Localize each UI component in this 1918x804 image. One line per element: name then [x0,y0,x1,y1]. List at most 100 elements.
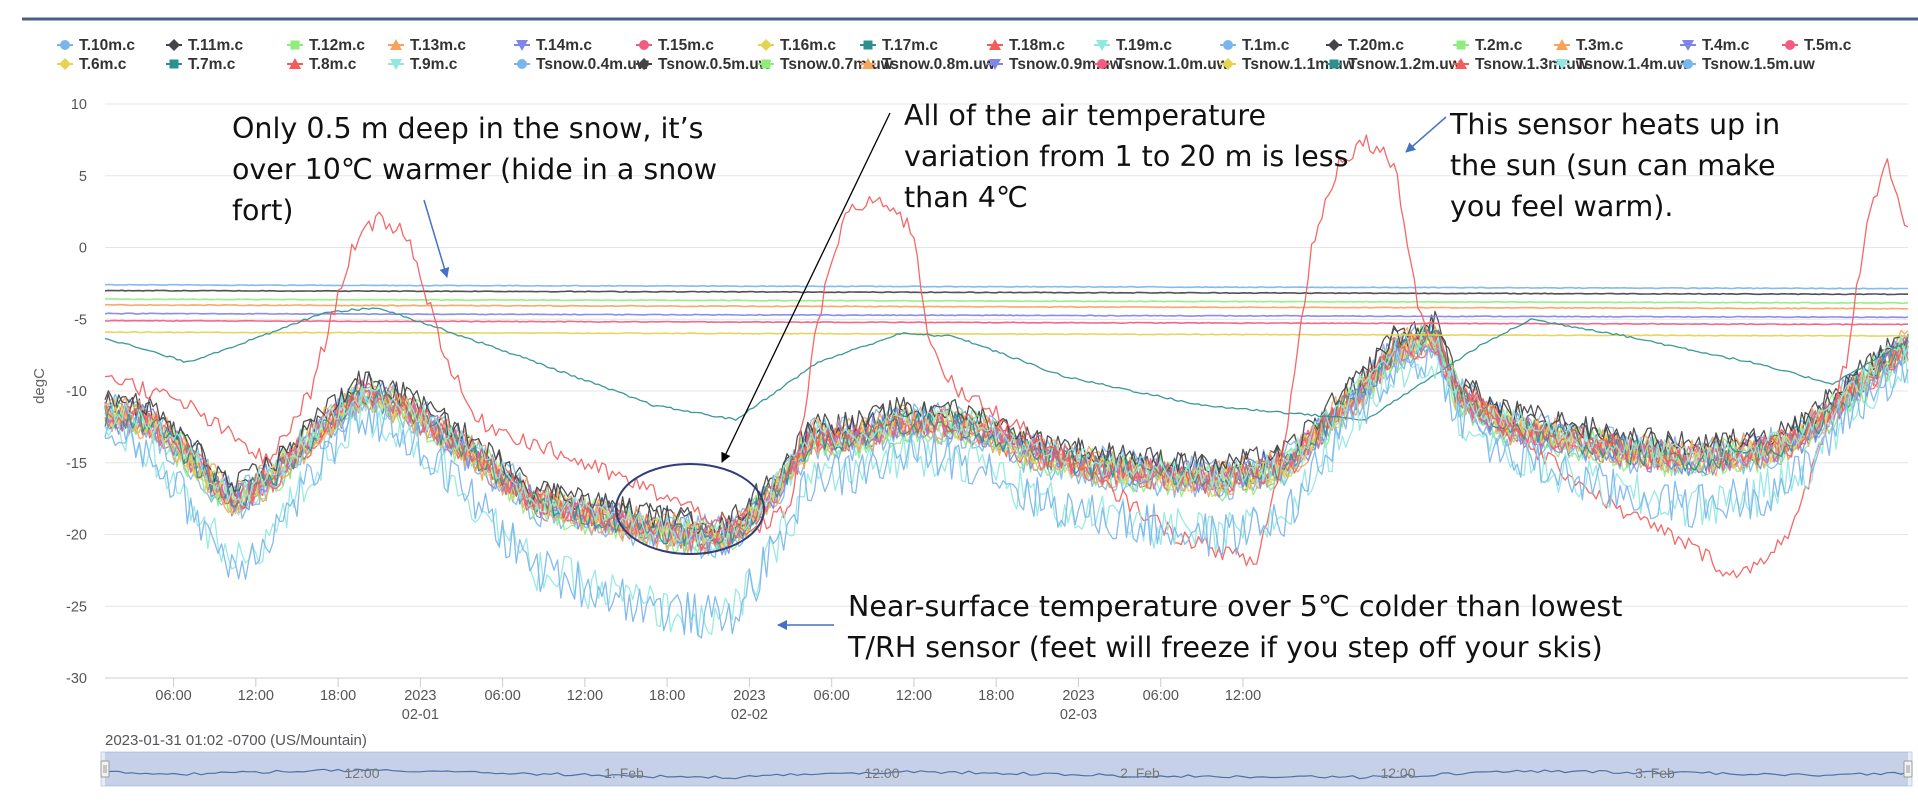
x-tick-label: 06:00 [484,688,520,704]
legend-item[interactable]: Tsnow.0.4m.uw [514,56,650,73]
series-line [104,330,1909,544]
navigator-label: 12:00 [344,765,379,781]
legend-item[interactable]: T.11m.c [166,37,244,54]
annotation-line: Only 0.5 m deep in the snow, it’s [232,112,704,145]
legend-item[interactable]: T.3m.c [1554,37,1624,54]
annotations: Only 0.5 m deep in the snow, it’s over 10… [232,99,1780,664]
navigator-label: 3. Feb [1635,765,1675,781]
legend-marker [863,40,873,50]
arrow-air-variation [721,112,891,463]
legend-item[interactable]: Tsnow.1.1m.uw [1220,56,1356,73]
legend-marker [1455,58,1467,69]
legend-item[interactable]: T.18m.c [987,37,1065,54]
y-tick-label: -5 [74,312,87,328]
legend-item[interactable]: T.14m.c [514,37,592,54]
series-line [104,312,1909,319]
legend-item[interactable]: Tsnow.1.2m.uw [1326,56,1462,73]
series-line [104,331,1909,338]
legend-item[interactable]: T.1m.c [1220,37,1290,54]
legend-item[interactable]: T.12m.c [287,37,365,54]
legend-marker [760,39,772,51]
x-tick-label: 06:00 [814,688,850,704]
x-tick-sublabel: 02-01 [402,707,439,723]
legend-label: T.18m.c [1009,37,1065,54]
legend-marker [390,39,402,50]
series-line [104,289,1908,296]
x-tick-label: 18:00 [320,688,356,704]
legend-item[interactable]: Tsnow.0.9m.uw [987,56,1123,73]
legend-marker [1456,40,1466,50]
legend-item[interactable]: T.17m.c [860,37,938,54]
legend-item[interactable]: T.5m.c [1782,37,1852,54]
legend-marker [1329,59,1339,69]
legend-label: Tsnow.0.4m.uw [536,56,650,73]
legend-marker [517,59,527,69]
y-tick-label: -10 [66,384,87,400]
navigator-handle-right[interactable] [1903,760,1913,778]
legend-label: Tsnow.0.8m.uw [882,56,996,73]
legend-label: T.3m.c [1576,37,1624,54]
legend-marker [989,59,1001,70]
legend-label: Tsnow.0.5m.uw [658,56,772,73]
navigator-selection[interactable] [105,752,1908,786]
legend-label: Tsnow.1.5m.uw [1702,56,1816,73]
arrow-sun-sensor [1405,116,1447,153]
x-tick-label: 06:00 [155,688,191,704]
annotation-line: over 10℃ warmer (hide in a snow [232,153,717,186]
y-tick-label: -30 [66,671,87,687]
legend-item[interactable]: T.19m.c [1094,37,1172,54]
x-tick-label: 12:00 [896,688,932,704]
annotation-line: variation from 1 to 20 m is less [904,140,1348,173]
legend-item[interactable]: Tsnow.1.4m.uw [1554,56,1690,73]
series-line [104,323,1909,547]
legend-item[interactable]: T.16m.c [758,37,836,54]
legend-item[interactable]: T.13m.c [388,37,466,54]
legend-marker [1683,59,1693,69]
y-tick-label: 5 [79,169,87,185]
legend-marker [639,40,649,50]
navigator-handle-left[interactable] [100,760,110,778]
legend-item[interactable]: Tsnow.0.5m.uw [636,56,772,73]
legend-label: T.17m.c [882,37,938,54]
legend-item[interactable]: T.9m.c [388,56,458,73]
navigator-label: 12:00 [1380,765,1415,781]
series-line [104,310,1909,535]
y-tick-label: -15 [66,456,87,472]
legend-item[interactable]: T.6m.c [57,56,127,73]
legend-marker [989,39,1001,50]
annotation-line: T/RH sensor (feet will freeze if you ste… [847,631,1603,664]
legend-marker [1556,39,1568,50]
x-tick-label: 06:00 [1143,688,1179,704]
legend-label: Tsnow.1.1m.uw [1242,56,1356,73]
legend-item[interactable]: T.4m.c [1680,37,1750,54]
legend-item[interactable]: Tsnow.1.5m.uw [1680,56,1816,73]
x-tick-label: 12:00 [567,688,603,704]
navigator-track[interactable] [100,751,1913,787]
legend-item[interactable]: T.7m.c [166,56,236,73]
legend-label: Tsnow.0.7m.uw [780,56,894,73]
legend-marker [289,58,301,69]
legend-label: Tsnow.0.9m.uw [1009,56,1123,73]
legend-marker [1096,40,1108,51]
legend-marker [1097,59,1107,69]
legend-item[interactable]: T.2m.c [1453,37,1523,54]
legend-item[interactable]: T.20m.c [1326,37,1404,54]
legend-label: T.5m.c [1804,37,1852,54]
legend-label: T.13m.c [410,37,466,54]
legend-label: T.12m.c [309,37,365,54]
annotation-line: Near-surface temperature over 5℃ colder … [848,590,1622,623]
legend-label: Tsnow.1.2m.uw [1348,56,1462,73]
legend-item[interactable]: Tsnow.1.0m.uw [1094,56,1230,73]
navigator-series [104,768,1909,780]
navigator[interactable]: 12:00 1. Feb 12:00 2. Feb 12:00 3. Feb [100,751,1913,787]
legend-item[interactable]: T.15m.c [636,37,714,54]
legend-item[interactable]: T.8m.c [287,56,357,73]
legend-item[interactable]: Tsnow.0.8m.uw [860,56,996,73]
series-line [104,297,1909,305]
legend-marker [1785,40,1795,50]
legend-item[interactable]: T.10m.c [57,37,135,54]
series-line [104,346,1909,638]
legend-label: T.9m.c [410,56,458,73]
legend-label: T.2m.c [1475,37,1523,54]
legend-label: Tsnow.1.0m.uw [1116,56,1230,73]
